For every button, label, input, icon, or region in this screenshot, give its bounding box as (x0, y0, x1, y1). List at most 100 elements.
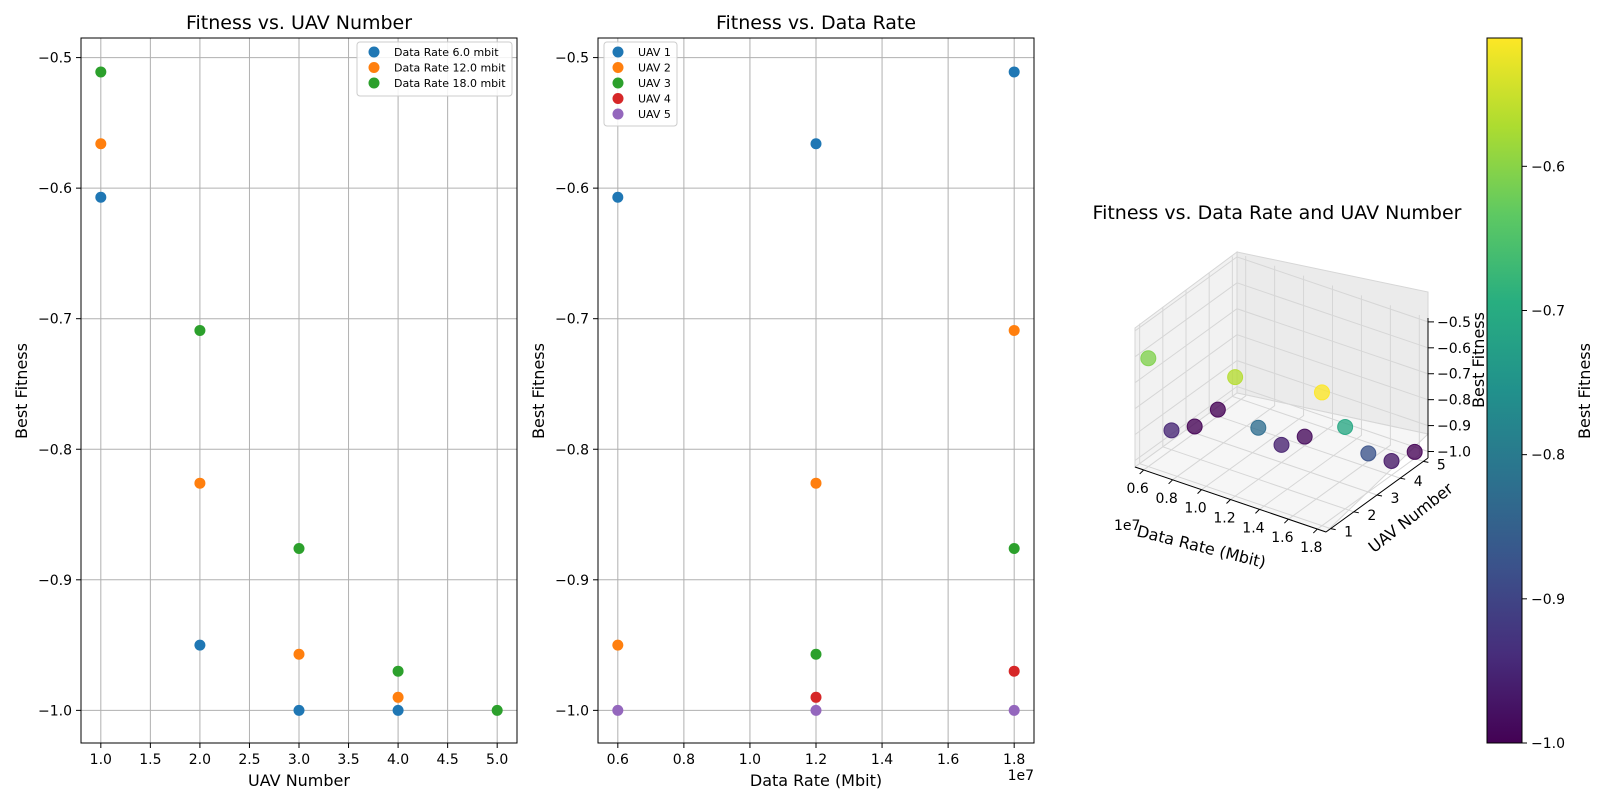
chart3-x-ticks: 0.6 0.8 1.0 1.2 1.4 1.6 1.8 (1127, 466, 1327, 556)
chart3-point (1140, 350, 1157, 367)
colorbar-gradient (1486, 37, 1523, 744)
chart2-x-ticks: 0.6 0.8 1.0 1.2 1.4 1.6 1.8 (607, 743, 1025, 768)
chart3-xtick-label: 1.8 (1300, 540, 1322, 556)
chart3-x-gridline (1259, 295, 1362, 510)
chart3-xtick-label: 1.0 (1184, 501, 1206, 517)
colorbar-tick-label: −1.0 (1531, 736, 1565, 752)
p1-series-2-point (95, 138, 107, 150)
chart2-ylabel: Best Fitness (529, 343, 548, 439)
p2-series-2-point (1008, 324, 1020, 336)
p1-series-1-point (293, 704, 305, 716)
chart3-point (1273, 436, 1290, 453)
chart1-points (95, 66, 503, 716)
p1-series-1-point (194, 639, 206, 651)
chart3-y-gridline (1231, 256, 1424, 462)
chart3-ytick-mark (1423, 460, 1429, 463)
p1-legend-marker (368, 46, 380, 58)
chart3-xtick-label: 0.8 (1155, 491, 1177, 507)
colorbar-tick-label: −0.6 (1531, 159, 1565, 175)
chart3-xtick-label: 1.4 (1242, 520, 1264, 536)
p1-series-1-point (392, 704, 404, 716)
p1-ytick-label: −0.5 (38, 51, 72, 67)
colorbar-label: Best Fitness (1575, 343, 1594, 439)
chart3-x-gridline (1230, 285, 1333, 500)
p1-ytick-label: −1.0 (38, 703, 72, 719)
p2-series-5-point (612, 704, 624, 716)
chart3-point (1250, 419, 1267, 436)
p1-series-3-point (95, 66, 107, 78)
p1-xtick-label: 1.0 (90, 752, 112, 768)
chart3-z-gridline (1134, 308, 1429, 384)
p1-ytick-label: −0.9 (38, 573, 72, 589)
chart3-xtick-mark (1255, 508, 1260, 514)
p2-legend-marker (612, 108, 624, 120)
p2-series-5-point (1008, 704, 1020, 716)
chart3-point (1296, 428, 1313, 445)
chart3-point (1337, 418, 1354, 435)
chart3-xtick-label: 0.6 (1127, 481, 1149, 497)
p2-series-2-point (810, 477, 822, 489)
p2-legend-label: UAV 1 (638, 46, 671, 59)
colorbar-tick-label: −0.9 (1531, 592, 1565, 608)
p1-ytick-label: −0.6 (38, 181, 72, 197)
chart3-y-gridline (1162, 306, 1354, 513)
p2-xtick-label: 0.6 (607, 752, 629, 768)
chart3-ytick-mark (1330, 528, 1336, 531)
p1-legend-label: Data Rate 12.0 mbit (394, 62, 506, 75)
p2-xtick-label: 1.4 (871, 752, 893, 768)
p1-xtick-label: 3.0 (288, 752, 310, 768)
p2-legend-label: UAV 2 (638, 62, 671, 75)
p1-legend-marker (368, 77, 380, 89)
chart3-ytick-label: 1 (1344, 525, 1353, 541)
chart3-xtick-mark (1168, 479, 1173, 485)
chart3-z-gridline (1134, 334, 1429, 410)
chart2-legend-box (603, 41, 678, 127)
chart2-x-offset: 1e7 (1008, 768, 1034, 784)
p2-xtick-label: 1.2 (805, 752, 827, 768)
chart3-zlabel: Best Fitness (1469, 312, 1488, 408)
p1-series-3-point (194, 324, 206, 336)
p2-xtick-label: 1.8 (1003, 752, 1025, 768)
chart3-title: Fitness vs. Data Rate and UAV Number (1093, 202, 1462, 224)
p1-legend-label: Data Rate 18.0 mbit (394, 77, 506, 90)
chart3-xtick-label: 1.2 (1213, 511, 1235, 527)
chart3-x-gridline (1288, 305, 1391, 520)
p2-series-1-point (1008, 66, 1020, 78)
chart1-xlabel: UAV Number (248, 771, 350, 790)
chart3-z-gridline (1134, 360, 1429, 435)
p1-ytick-label: −0.7 (38, 312, 72, 328)
chart3-ytick-label: 2 (1367, 508, 1376, 524)
chart3-point (1186, 418, 1203, 435)
colorbar-tick-label: −0.8 (1531, 448, 1565, 464)
p1-series-2-point (392, 691, 404, 703)
chart3-grid (1134, 255, 1429, 530)
p2-legend-label: UAV 4 (638, 93, 671, 106)
chart3-ytick-mark (1400, 477, 1406, 480)
chart3-ytick-label: 5 (1437, 457, 1446, 473)
chart3-z-gridline (1134, 282, 1429, 358)
colorbar-tick-label: −0.7 (1531, 303, 1565, 319)
p1-ytick-label: −0.8 (38, 442, 72, 458)
chart3-point (1163, 422, 1180, 439)
p1-series-3-point (392, 665, 404, 677)
chart3-ztick-label: −0.8 (1437, 393, 1471, 409)
p2-series-4-point (810, 691, 822, 703)
chart3-ztick-label: −0.7 (1437, 367, 1471, 383)
p1-series-3-point (491, 704, 503, 716)
p1-series-3-point (293, 542, 305, 554)
chart3-xtick-mark (1226, 499, 1231, 504)
p2-ytick-label: −0.8 (555, 442, 589, 458)
chart3-point (1313, 384, 1330, 401)
chart1-grid (81, 38, 517, 743)
p1-series-1-point (95, 191, 107, 203)
p2-legend-marker (612, 46, 624, 58)
chart3-x-offset: 1e7 (1114, 518, 1140, 534)
p1-series-2-point (194, 477, 206, 489)
p1-legend-marker (368, 62, 380, 73)
p2-ytick-label: −0.6 (555, 181, 589, 197)
chart3-point (1209, 401, 1226, 418)
chart3-xtick-mark (1312, 528, 1318, 534)
p2-ytick-label: −1.0 (555, 703, 589, 719)
